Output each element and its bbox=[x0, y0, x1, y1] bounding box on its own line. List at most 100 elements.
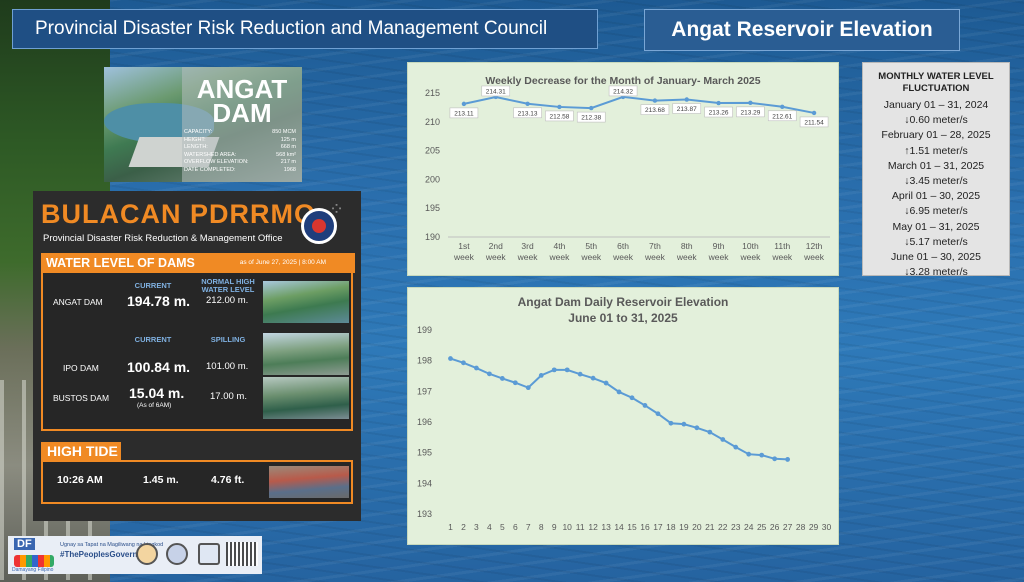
data-label: 211.54 bbox=[804, 119, 824, 126]
data-label: 212.61 bbox=[772, 113, 792, 120]
data-point bbox=[684, 97, 689, 102]
data-point bbox=[538, 372, 544, 378]
footer-tagline: Ugnay sa Tapat na Magiliwang na Lingkod bbox=[60, 542, 164, 548]
x-tick-label: 30 bbox=[822, 522, 832, 532]
x-tick-label: 28 bbox=[796, 522, 806, 532]
high-tide-table: 10:26 AM 1.45 m. 4.76 ft. bbox=[41, 460, 353, 504]
x-tick-label: 8th bbox=[681, 241, 693, 251]
fluctuation-title: MONTHLY WATER LEVEL FLUCTUATION bbox=[878, 71, 994, 94]
y-tick-label: 194 bbox=[417, 478, 432, 488]
x-tick-label: 21 bbox=[705, 522, 715, 532]
x-tick-label: 10 bbox=[562, 522, 572, 532]
data-point bbox=[589, 105, 594, 111]
data-point bbox=[564, 367, 570, 373]
footer-banner: DF Damayang Filipino Ugnay sa Tapat na M… bbox=[8, 536, 262, 574]
weekly-chart-title: Weekly Decrease for the Month of January… bbox=[485, 75, 761, 87]
data-label-box bbox=[799, 116, 829, 128]
angat-dam-photo-card: ANGAT DAM CAPACITY: 850 MCM HEIGHT: 125 m … bbox=[104, 67, 302, 182]
x-tick-label: 6th bbox=[617, 241, 629, 251]
data-point bbox=[780, 104, 785, 109]
data-point bbox=[785, 457, 791, 462]
data-label-box bbox=[449, 107, 479, 119]
x-tick-label: 16 bbox=[640, 522, 650, 532]
x-tick-label: 2nd bbox=[489, 241, 503, 251]
spec-value: 568 km² bbox=[276, 151, 296, 158]
data-point bbox=[486, 371, 492, 377]
ipo-dam-photo bbox=[263, 333, 349, 375]
x-tick-label: 1st bbox=[458, 241, 470, 251]
spec-label: HEIGHT: bbox=[184, 136, 206, 143]
fluct-change: ↓3.45 meter/s bbox=[904, 175, 968, 188]
high-tide-photo bbox=[269, 466, 349, 498]
data-label: 213.11 bbox=[454, 110, 474, 117]
x-tick-label: 17 bbox=[653, 522, 663, 532]
x-tick-label: 29 bbox=[809, 522, 819, 532]
x-tick-label: week bbox=[739, 252, 761, 262]
data-label-box bbox=[513, 107, 542, 119]
fluct-change: ↓0.60 meter/s bbox=[904, 114, 968, 127]
bustos-spilling: 17.00 m. bbox=[210, 391, 247, 402]
y-tick-label: 199 bbox=[417, 325, 432, 335]
dam-spec-row: LENGTH: 668 m bbox=[184, 144, 296, 152]
x-tick-label: 9 bbox=[552, 522, 557, 532]
data-point bbox=[557, 104, 562, 110]
spec-label: LENGTH: bbox=[184, 144, 208, 151]
x-tick-label: 14 bbox=[614, 522, 624, 532]
data-point bbox=[652, 98, 658, 103]
x-tick-label: 8 bbox=[539, 522, 544, 532]
data-point bbox=[733, 444, 739, 450]
network-nodes-icon: ⁘ bbox=[329, 199, 345, 219]
x-tick-label: week bbox=[485, 252, 507, 262]
spec-label: OVERFLOW ELEVATION: bbox=[184, 159, 249, 166]
data-point bbox=[655, 411, 661, 417]
x-tick-label: 1 bbox=[448, 522, 453, 532]
y-tick-label: 205 bbox=[425, 146, 440, 156]
data-point bbox=[716, 100, 721, 106]
col-current: CURRENT bbox=[134, 281, 172, 290]
dam-spec-row: HEIGHT: 125 m bbox=[184, 137, 296, 145]
x-tick-label: 24 bbox=[744, 522, 754, 532]
ipo-spilling: 101.00 m. bbox=[206, 361, 249, 372]
x-tick-label: 11th bbox=[774, 241, 790, 251]
water-level-date: as of June 27, 2025 | 8:00 AM bbox=[239, 259, 326, 266]
fluct-period: June 01 – 30, 2025 bbox=[891, 251, 981, 264]
data-label: 213.13 bbox=[518, 110, 538, 117]
y-tick-label: 210 bbox=[425, 117, 440, 127]
data-point bbox=[694, 425, 700, 431]
x-tick-label: 12 bbox=[588, 522, 598, 532]
dam-name: ANGAT DAM bbox=[192, 74, 292, 126]
y-tick-label: 195 bbox=[425, 203, 440, 213]
fluct-period: May 01 – 31, 2025 bbox=[892, 220, 980, 233]
x-tick-label: week bbox=[453, 252, 475, 262]
y-tick-label: 198 bbox=[417, 356, 432, 366]
x-tick-label: 7th bbox=[649, 241, 661, 251]
data-point bbox=[525, 385, 531, 391]
x-tick-label: week bbox=[771, 252, 793, 262]
dam-spec-row: OVERFLOW ELEVATION: 217 m bbox=[184, 159, 296, 167]
daily-chart-panel: Angat Dam Daily Reservoir Elevation June… bbox=[407, 287, 839, 545]
data-point bbox=[811, 110, 817, 116]
y-tick-label: 195 bbox=[417, 448, 432, 458]
daily-chart-subtitle: June 01 to 31, 2025 bbox=[568, 311, 678, 325]
data-label-box bbox=[704, 106, 733, 118]
spec-value: 1968 bbox=[283, 166, 296, 173]
x-tick-label: 7 bbox=[526, 522, 531, 532]
series-line bbox=[450, 357, 788, 461]
spec-value: 668 m bbox=[280, 144, 296, 151]
agency-logo-icon bbox=[198, 543, 220, 565]
x-tick-label: 18 bbox=[666, 522, 676, 532]
spec-value: 125 m bbox=[280, 136, 296, 143]
dam-spec-row: WATERSHED AREA: 568 km² bbox=[184, 152, 296, 160]
dam-name-line1: ANGAT bbox=[196, 74, 288, 104]
data-point bbox=[577, 371, 583, 377]
data-point bbox=[746, 451, 752, 457]
data-label: 213.87 bbox=[677, 106, 697, 113]
x-tick-label: week bbox=[644, 252, 666, 262]
data-label-box bbox=[736, 106, 765, 118]
data-point bbox=[681, 421, 687, 427]
x-tick-label: week bbox=[612, 252, 634, 262]
data-point bbox=[616, 389, 622, 395]
angat-normal-high: 212.00 m. bbox=[206, 295, 249, 306]
x-tick-label: 11 bbox=[576, 522, 585, 532]
high-tide-time: 10:26 AM bbox=[57, 474, 103, 486]
